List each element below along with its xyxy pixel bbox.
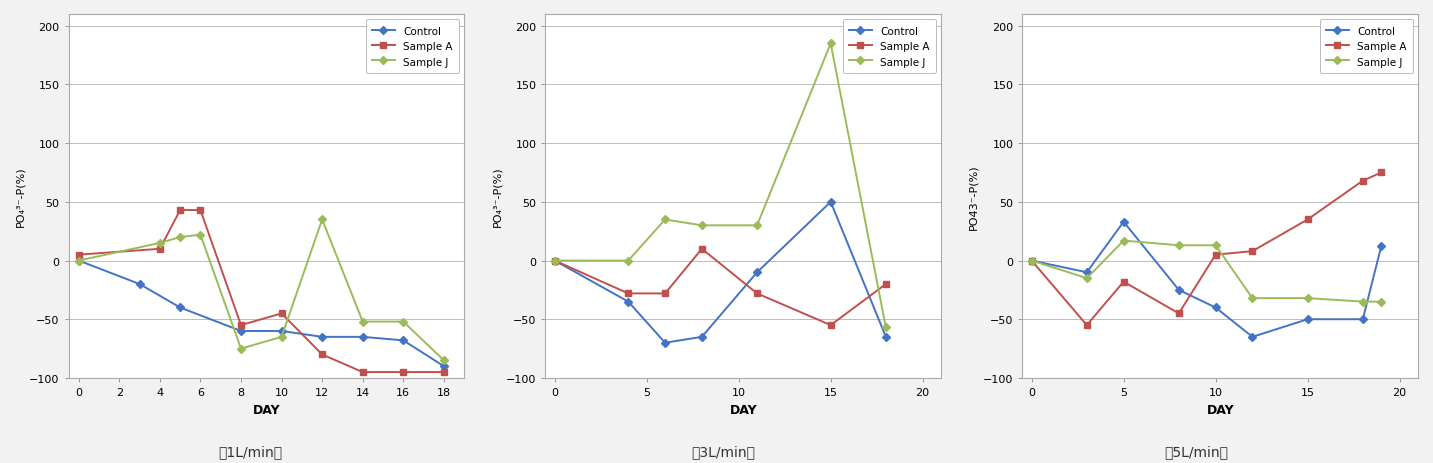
Line: Control: Control	[76, 258, 447, 369]
Sample A	[877, 282, 894, 287]
Control	[1354, 317, 1371, 322]
Control	[1373, 244, 1390, 250]
Control	[1171, 288, 1188, 293]
Sample A	[1171, 311, 1188, 317]
Sample A	[394, 369, 411, 375]
Control	[1298, 317, 1315, 322]
Control	[436, 363, 453, 369]
Sample A	[1207, 252, 1224, 258]
Sample J	[354, 319, 371, 325]
Control	[748, 270, 765, 275]
Control	[1207, 305, 1224, 311]
Sample J	[619, 258, 636, 264]
Sample J	[172, 235, 189, 240]
Sample A	[748, 291, 765, 297]
Sample J	[1244, 296, 1261, 301]
X-axis label: DAY: DAY	[1207, 403, 1234, 416]
Control	[172, 305, 189, 311]
Control	[1115, 219, 1132, 225]
Sample A	[1244, 249, 1261, 254]
Control	[354, 334, 371, 340]
Sample J	[748, 223, 765, 229]
Line: Sample A: Sample A	[1027, 169, 1384, 329]
Sample J	[1023, 258, 1040, 264]
Sample J	[1207, 243, 1224, 249]
Sample J	[1373, 299, 1390, 305]
Sample A	[436, 369, 453, 375]
Sample J	[546, 258, 563, 264]
Sample A	[192, 208, 209, 213]
Control	[70, 258, 87, 264]
Control	[694, 334, 711, 340]
Sample J	[70, 258, 87, 264]
Sample A	[232, 323, 249, 328]
X-axis label: DAY: DAY	[252, 403, 281, 416]
Sample J	[656, 217, 674, 223]
Line: Control: Control	[1029, 219, 1384, 340]
Sample J	[823, 42, 840, 47]
Sample J	[152, 241, 169, 246]
Control	[823, 200, 840, 205]
Sample J	[1078, 276, 1095, 282]
Sample J	[314, 217, 331, 223]
Sample A	[1078, 323, 1095, 328]
Sample J	[394, 319, 411, 325]
Legend: Control, Sample A, Sample J: Control, Sample A, Sample J	[1320, 20, 1413, 74]
Sample J	[232, 346, 249, 351]
Line: Sample A: Sample A	[76, 207, 447, 376]
Text: ＜5L/min＞: ＜5L/min＞	[1165, 444, 1228, 458]
Sample J	[877, 325, 894, 331]
X-axis label: DAY: DAY	[729, 403, 757, 416]
Text: ＜1L/min＞: ＜1L/min＞	[219, 444, 282, 458]
Control	[656, 340, 674, 346]
Sample J	[1171, 243, 1188, 249]
Sample A	[656, 291, 674, 297]
Line: Control: Control	[552, 200, 888, 346]
Sample A	[823, 323, 840, 328]
Line: Sample J: Sample J	[1029, 238, 1384, 305]
Control	[272, 328, 289, 334]
Legend: Control, Sample A, Sample J: Control, Sample A, Sample J	[365, 20, 459, 74]
Control	[1078, 270, 1095, 275]
Text: ＜3L/min＞: ＜3L/min＞	[692, 444, 755, 458]
Sample A	[546, 258, 563, 264]
Sample A	[172, 208, 189, 213]
Sample A	[694, 246, 711, 252]
Sample J	[1298, 296, 1315, 301]
Sample A	[70, 252, 87, 258]
Sample A	[152, 246, 169, 252]
Line: Sample J: Sample J	[552, 42, 888, 331]
Y-axis label: PO43⁻-P(%): PO43⁻-P(%)	[969, 164, 979, 229]
Sample A	[314, 352, 331, 357]
Sample J	[436, 358, 453, 363]
Control	[130, 282, 148, 287]
Control	[394, 338, 411, 344]
Line: Sample A: Sample A	[552, 246, 890, 329]
Control	[1244, 334, 1261, 340]
Control	[314, 334, 331, 340]
Sample J	[272, 334, 289, 340]
Control	[546, 258, 563, 264]
Sample J	[192, 232, 209, 238]
Y-axis label: PO₄³⁻-P(%): PO₄³⁻-P(%)	[14, 166, 24, 227]
Control	[1023, 258, 1040, 264]
Y-axis label: PO₄³⁻-P(%): PO₄³⁻-P(%)	[492, 166, 502, 227]
Sample A	[1023, 258, 1040, 264]
Sample A	[1354, 179, 1371, 184]
Line: Sample J: Sample J	[76, 217, 447, 363]
Sample A	[619, 291, 636, 297]
Legend: Control, Sample A, Sample J: Control, Sample A, Sample J	[843, 20, 936, 74]
Sample J	[1115, 238, 1132, 244]
Sample A	[1115, 279, 1132, 285]
Control	[619, 299, 636, 305]
Control	[877, 334, 894, 340]
Control	[232, 328, 249, 334]
Sample J	[1354, 299, 1371, 305]
Sample A	[272, 311, 289, 317]
Sample A	[354, 369, 371, 375]
Sample A	[1373, 170, 1390, 176]
Sample A	[1298, 217, 1315, 223]
Sample J	[694, 223, 711, 229]
